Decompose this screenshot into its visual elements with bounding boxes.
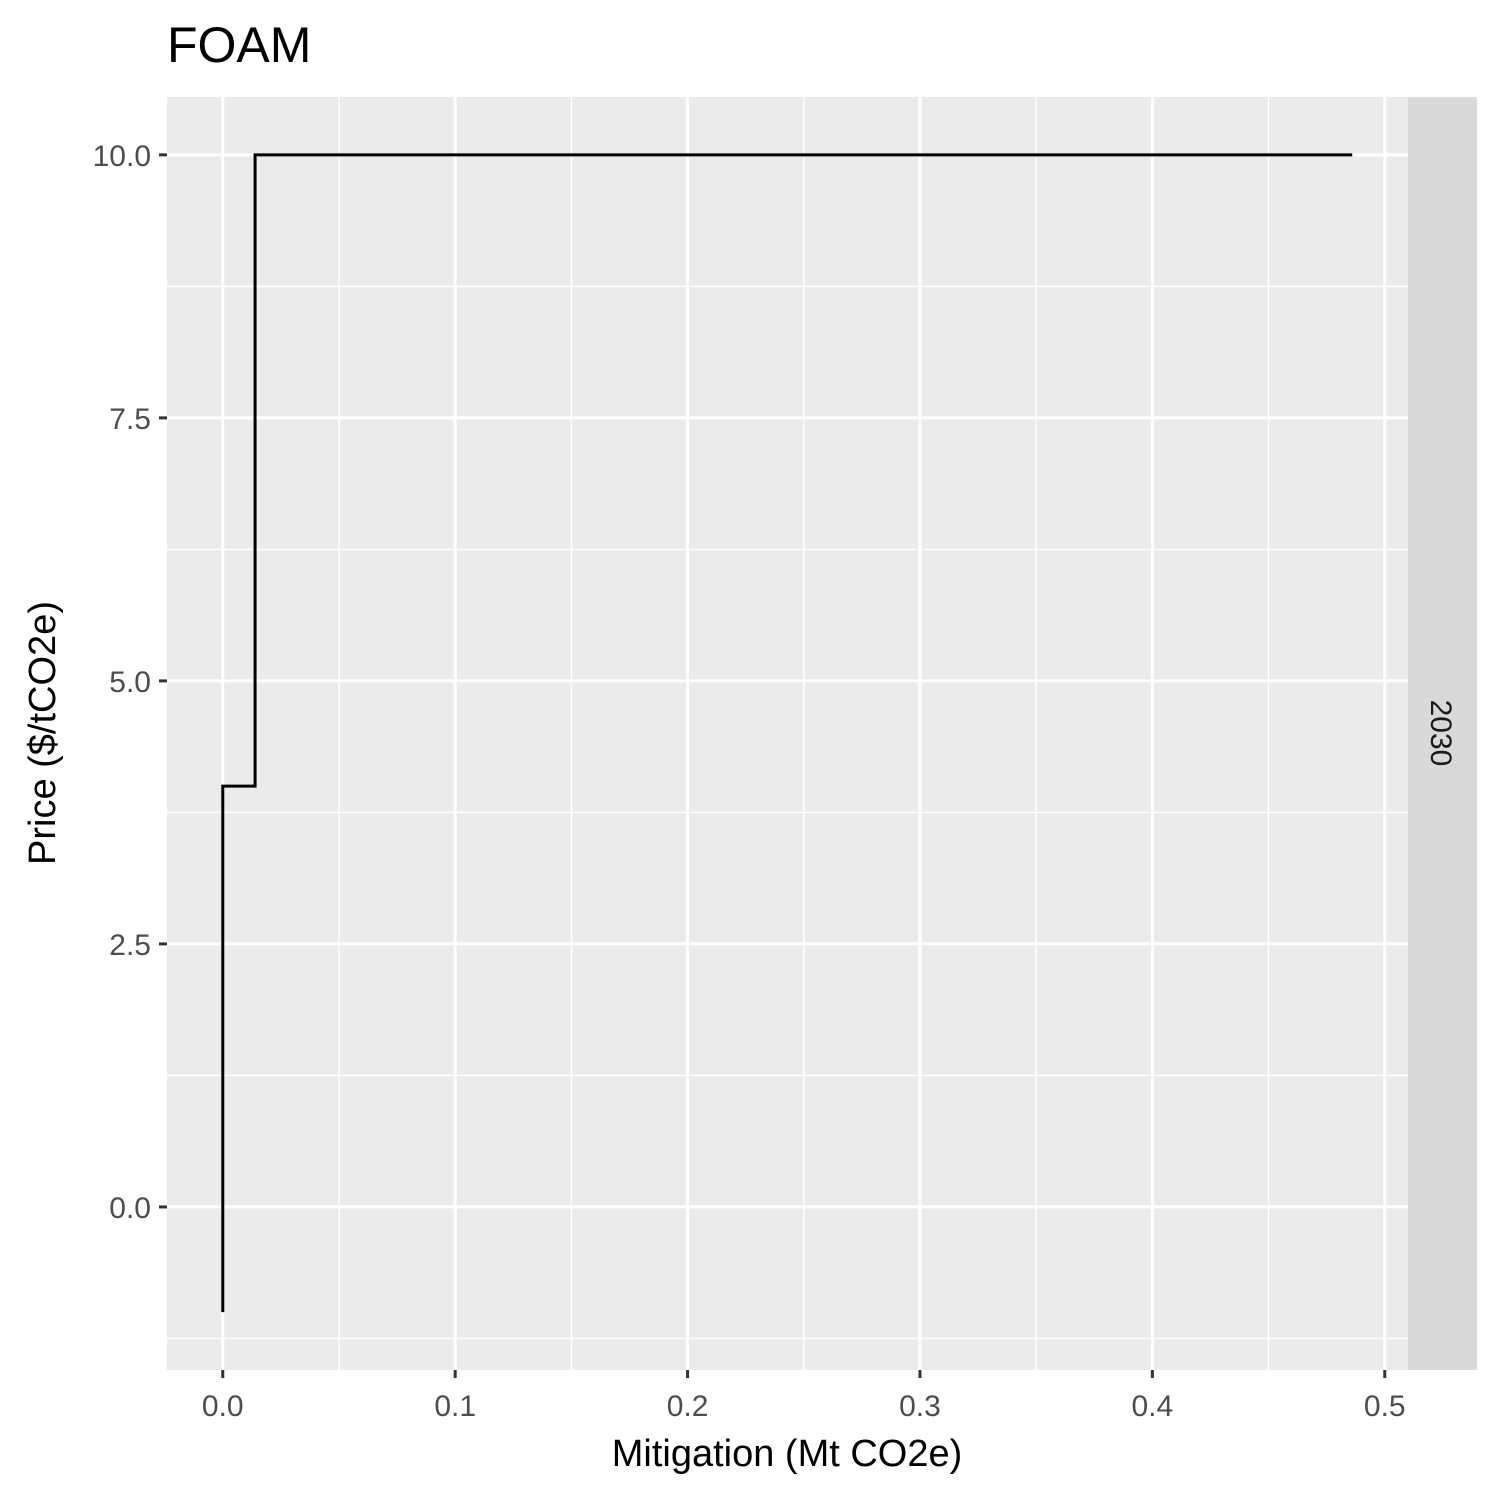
major-gridlines (167, 97, 1408, 1370)
x-tick-label: 0.4 (1132, 1390, 1174, 1423)
facet-strip (1408, 97, 1477, 1370)
y-tick-label: 2.5 (109, 929, 151, 962)
y-tick-label: 10.0 (93, 140, 151, 173)
x-axis: 0.0 0.1 0.2 0.3 0.4 0.5 (202, 1370, 1406, 1423)
x-tick-label: 0.3 (899, 1390, 941, 1423)
x-tick-label: 0.2 (667, 1390, 709, 1423)
facet-strip-label: 2030 (1424, 700, 1457, 767)
y-axis-title: Price ($/tCO2e) (22, 601, 64, 865)
x-tick-label: 0.5 (1364, 1390, 1406, 1423)
x-tick-label: 0.1 (434, 1390, 476, 1423)
y-tick-label: 0.0 (109, 1192, 151, 1225)
y-tick-label: 5.0 (109, 666, 151, 699)
y-axis: 0.0 2.5 5.0 7.5 10.0 (93, 140, 167, 1225)
y-tick-label: 7.5 (109, 403, 151, 436)
plot-panel (167, 97, 1408, 1370)
x-axis-title: Mitigation (Mt CO2e) (612, 1433, 963, 1475)
series-step-line (221, 153, 1353, 1313)
minor-gridlines (167, 97, 1408, 1370)
chart-title: FOAM (167, 17, 311, 73)
x-tick-label: 0.0 (202, 1390, 244, 1423)
